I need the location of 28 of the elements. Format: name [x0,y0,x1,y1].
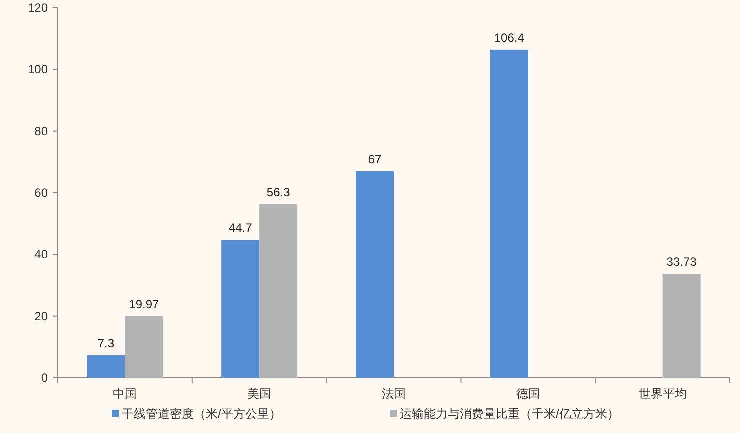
data-label: 67 [368,152,382,166]
bar [662,274,701,378]
x-tick-label: 中国 [113,387,138,401]
y-tick-label: 100 [28,62,48,77]
bar [87,355,126,378]
y-tick-label: 20 [34,309,48,324]
y-tick-label: 60 [34,186,48,200]
data-label: 106.4 [494,30,525,45]
data-label: 56.3 [266,185,291,200]
y-tick-label: 80 [34,124,48,138]
x-tick-label: 美国 [248,387,272,401]
y-tick-label: 0 [41,371,48,385]
data-label: 19.97 [129,297,160,312]
legend-label: 运输能力与消费量比重（千米/亿立方米） [400,407,620,421]
bar [356,171,394,378]
data-label: 7.3 [98,336,115,350]
legend-label: 干线管道密度（米/平方公里） [122,407,282,421]
y-tick-label: 40 [34,248,48,262]
x-tick-label: 德国 [516,387,540,401]
data-label: 33.73 [666,255,698,269]
bar [260,204,298,378]
bar [222,240,260,378]
data-label: 44.7 [228,221,253,236]
x-tick-label: 法国 [382,387,406,401]
y-tick-label: 120 [28,1,48,15]
bar [125,316,164,378]
x-tick-label: 世界平均 [638,387,687,401]
bar [490,50,528,378]
